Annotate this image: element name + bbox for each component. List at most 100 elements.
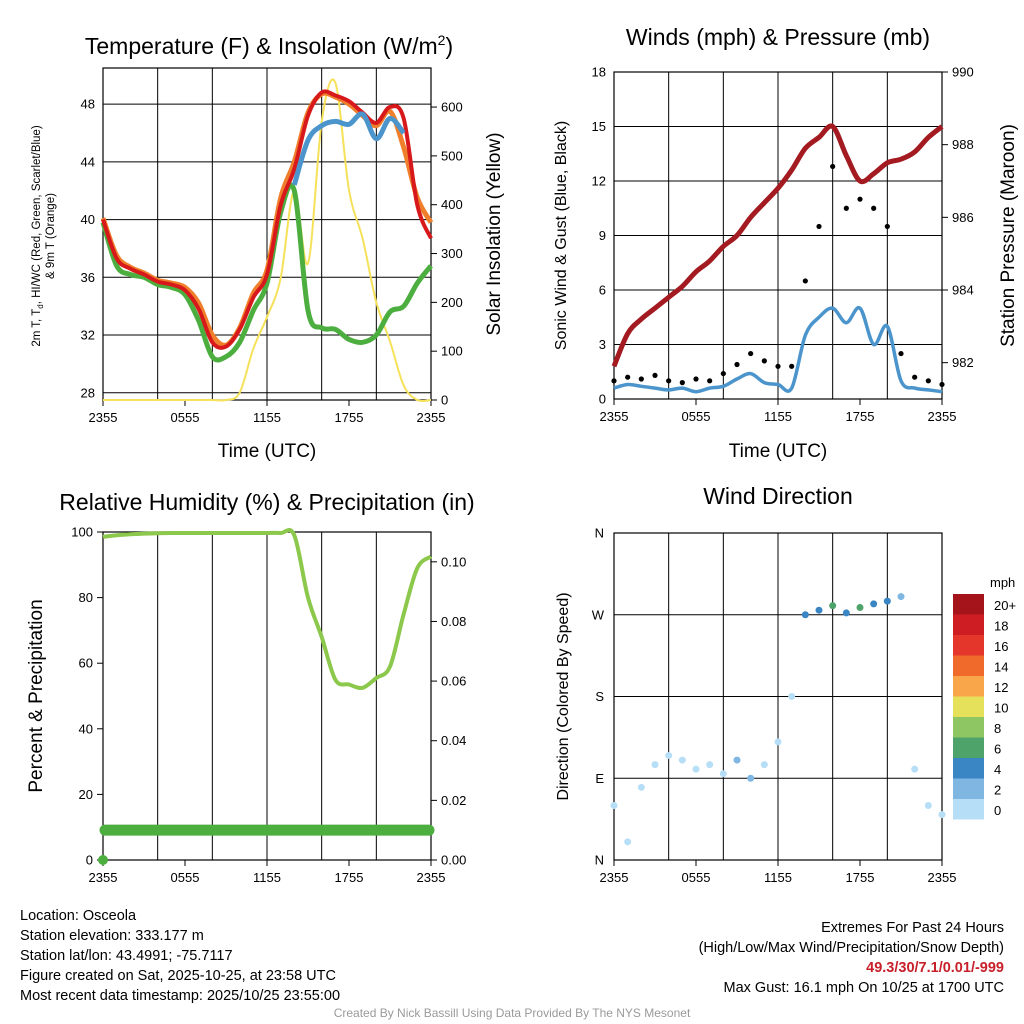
gust-point [871, 205, 877, 211]
gust-point [638, 376, 644, 382]
y2-tick-label: 600 [441, 100, 463, 115]
extremes-info: Extremes For Past 24 Hours (High/Low/Max… [699, 918, 1004, 998]
gust-point [925, 378, 931, 384]
legend-label: 16 [994, 639, 1008, 654]
x-tick-label: 2355 [417, 410, 446, 425]
temperature-panel: 28 32 36 40 44 48 2355 0555 1155 1755 2355 0 100 200 3… [31, 32, 505, 462]
relative-humidity-line [102, 527, 433, 691]
gust-point [707, 378, 713, 384]
y-tick-label: 48 [81, 97, 95, 112]
y2-tick-label: 500 [441, 148, 463, 163]
direction-point [719, 770, 727, 778]
gust-point [679, 380, 685, 386]
x-tick-label: 1755 [846, 409, 875, 424]
gust-point [816, 223, 822, 230]
direction-point [747, 774, 755, 782]
direction-point [665, 752, 673, 760]
legend-label: 18 [994, 619, 1008, 634]
direction-point [897, 593, 905, 601]
legend-title: mph [990, 575, 1015, 590]
y2-tick-label: 400 [441, 197, 463, 212]
legend-label: 0 [994, 803, 1001, 818]
solar-insolation-line [103, 78, 432, 403]
direction-tick-label: N [595, 853, 604, 868]
x-tick-label: 1155 [764, 409, 792, 424]
y-label-part: , HI/WC (Red, Green, Scarlet/Blue) [31, 125, 43, 304]
extremes-values: 49.3/30/7.1/0.01/-999 [866, 960, 1004, 976]
legend-swatch [953, 778, 984, 799]
x-tick-label: 1755 [335, 870, 364, 885]
winds-panel: 0 3 6 9 12 15 18 2355 0555 1155 1755 2355 982 984 986 9… [553, 24, 1019, 462]
direction-tick-label: N [595, 526, 604, 541]
y-tick-label: 12 [592, 174, 606, 189]
credit-line: Created By Nick Bassill Using Data Provi… [333, 1006, 691, 1020]
direction-tick-label: W [592, 607, 605, 622]
temp-y2-axis-label: Solar Insolation (Yellow) [484, 132, 505, 335]
x-tick-label: 0555 [682, 870, 711, 885]
y-label-part: d [36, 304, 45, 308]
direction-point [788, 693, 796, 700]
gust-point [666, 378, 672, 384]
station-info: Location: Osceola Station elevation: 333… [20, 906, 340, 1006]
humidity-panel-title: Relative Humidity (%) & Precipitation (i… [59, 489, 474, 515]
legend-swatch [953, 737, 984, 758]
y-tick-label: 32 [81, 328, 95, 343]
created-text: Figure created on Sat, 2025-10-25, at 23… [20, 968, 336, 984]
legend-swatch [953, 614, 984, 635]
direction-point [801, 611, 809, 619]
winds-y2-axis-label: Station Pressure (Maroon) [998, 124, 1019, 347]
gust-point [775, 363, 781, 369]
temp-y-axis-label: 2m T, Td, HI/WC (Red, Green, Scarlet/Blu… [31, 125, 45, 346]
y-tick-label: 100 [71, 525, 93, 540]
y-tick-label: 20 [79, 787, 93, 802]
temp-x-axis-label: Time (UTC) [218, 441, 317, 462]
y2-tick-label: 100 [441, 344, 463, 359]
y-tick-label: 44 [81, 154, 95, 169]
gust-point [625, 374, 631, 380]
humidity-y-axis-label: Percent & Precipitation [26, 599, 47, 792]
winds-x-axis-label: Time (UTC) [729, 441, 828, 462]
y-tick-label: 40 [79, 721, 93, 736]
title-close: ) [445, 33, 453, 59]
y-tick-label: 28 [81, 385, 95, 400]
y-tick-label: 15 [592, 119, 606, 134]
y-tick-label: 18 [592, 65, 606, 80]
direction-point [774, 738, 782, 746]
direction-point [733, 756, 741, 764]
x-tick-label: 1755 [335, 410, 364, 425]
y-tick-label: 40 [81, 212, 95, 227]
legend-label: 12 [994, 680, 1008, 695]
legend-label: 2 [994, 783, 1001, 798]
gust-point [748, 350, 754, 357]
legend-label: 6 [994, 742, 1001, 757]
legend-label: 10 [994, 701, 1008, 716]
legend-swatch [953, 717, 984, 738]
location-text: Location: Osceola [20, 908, 137, 924]
x-tick-label: 2355 [600, 870, 629, 885]
x-tick-label: 0555 [682, 409, 711, 424]
x-tick-label: 2355 [89, 410, 118, 425]
humidity-panel: 2355 0555 1155 1755 2355 0 20 40 60 80 100 0.00 0.02… [26, 489, 475, 885]
precipitation-start-point [98, 855, 108, 865]
direction-panel-title: Wind Direction [703, 483, 853, 509]
gust-point [611, 378, 617, 384]
direction-point [815, 606, 823, 614]
gust-point [693, 376, 699, 382]
heat-index-line [291, 111, 406, 186]
latlon-text: Station lat/lon: 43.4991; -75.7117 [20, 948, 233, 964]
gust-point [884, 223, 890, 230]
x-tick-label: 2355 [928, 870, 957, 885]
direction-point [637, 783, 645, 791]
y-tick-label: 0 [599, 392, 606, 407]
direction-point [651, 761, 659, 769]
legend-swatch [953, 696, 984, 717]
title-text: Temperature (F) & Insolation (W/m [85, 33, 438, 59]
y2-tick-label: 300 [441, 246, 463, 261]
y-tick-label: 80 [79, 590, 93, 605]
extremes-subtitle: (High/Low/Max Wind/Precipitation/Snow De… [698, 940, 1004, 956]
y2-tick-label: 982 [952, 355, 974, 370]
y-label-part: 2m T, T [31, 309, 43, 347]
legend-swatch [953, 799, 984, 820]
x-tick-label: 1155 [253, 870, 281, 885]
